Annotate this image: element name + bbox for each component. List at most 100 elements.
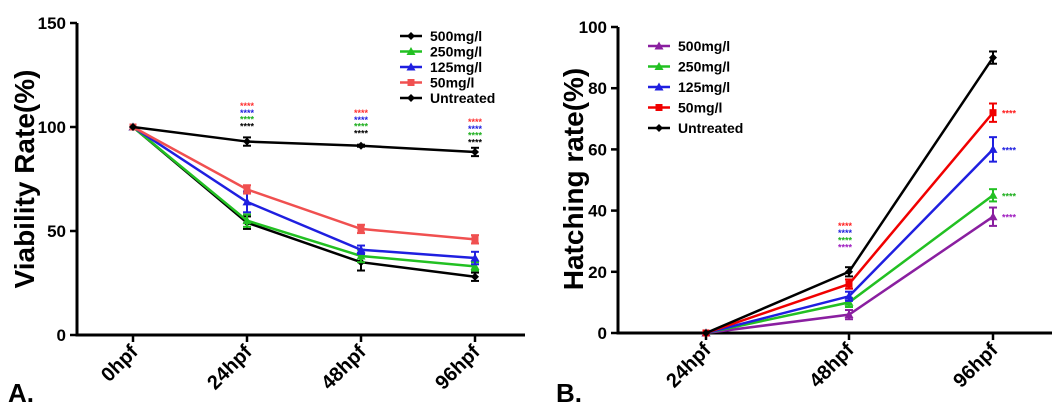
data-point-b [845,267,853,276]
data-point-b [702,329,710,337]
significance-stars-a: **** [354,122,369,132]
significance-stars-a: **** [354,128,369,138]
legend-label-b: 50mg/l [678,100,722,116]
significance-stars-a: **** [354,115,369,125]
series-line-a [132,126,476,268]
x-tick-label-a: 24hpf [203,341,257,395]
data-point-a [243,185,251,193]
legend-marker-b [655,124,663,132]
x-tick-label-a: 0hpf [97,341,143,387]
legend-b: 500mg/l 250mg/l 125mg/l 50mg/l Untreated [648,38,743,136]
legend-marker-b [655,104,663,111]
legend-marker-a [407,32,415,40]
significance-stars-b-end: **** [1002,109,1017,119]
y-tick-label-b: 0 [598,324,607,343]
data-point-a [129,123,137,131]
series-b-4 [702,50,997,337]
data-point-a [242,197,252,206]
significance-stars-b-end: **** [1002,145,1017,155]
data-point-a [357,225,365,233]
data-point-b [988,144,998,153]
data-point-b [989,53,997,62]
legend-marker-b [654,62,664,70]
significance-stars-b: **** [838,221,853,231]
data-point-b [988,190,998,199]
legend-marker-a [407,79,415,86]
significance-stars-a: **** [240,115,255,125]
data-point-a [357,141,365,150]
legend-label-a: 250mg/l [430,44,482,60]
legend-marker-a [406,47,416,55]
data-point-a [356,251,366,260]
data-point-a [242,216,252,225]
y-tick-label-a: 100 [38,118,66,137]
y-tick-label-b: 60 [588,140,607,159]
legend-label-a: 500mg/l [430,28,482,44]
significance-stars-a: **** [468,131,483,141]
y-tick-label-b: 40 [588,202,607,221]
legend-label-b: 125mg/l [678,79,730,95]
series-line-a [132,125,476,241]
y-tick-label-b: 100 [579,18,607,37]
significance-stars-a: **** [468,117,483,127]
chart-panel-a: 0 50 100 150 0hpf 24hpf 48hpf 96hpf Viability Ra… [8,14,525,408]
legend-marker-a [406,62,416,71]
y-tick-label-a: 0 [57,326,66,345]
data-point-b [844,291,854,300]
significance-stars-b: **** [838,243,853,253]
data-point-b [844,297,854,306]
legend-label-a: 125mg/l [430,59,482,75]
data-point-a [471,235,479,243]
data-point-a [471,272,479,281]
panel-label-a: A. [8,378,34,408]
series-b-3 [702,102,997,337]
series-line-a [132,125,476,154]
y-tick-label-a: 150 [38,14,66,33]
data-point-a [356,245,366,254]
legend-label-b: 250mg/l [678,59,730,75]
legend-marker-b [654,82,664,91]
significance-stars-b: **** [838,235,853,245]
legend-marker-b [654,41,664,50]
significance-stars-a: **** [240,101,255,111]
significance-stars-a: **** [468,124,483,134]
y-tick-label-a: 50 [47,222,66,241]
panel-label-b: B. [556,378,582,408]
series-b-2 [701,136,998,337]
significance-stars-b-end: **** [1002,191,1017,201]
y-tick-label-b: 20 [588,263,607,282]
x-tick-label-a: 96hpf [431,341,485,395]
data-point-a [470,253,480,262]
significance-stars-a: **** [240,108,255,118]
legend-label-b: Untreated [678,120,743,136]
data-point-a [470,261,480,270]
legend-label-b: 500mg/l [678,38,730,54]
y-axis-title-a: Viability Rate(%) [9,70,40,289]
series-line-a [132,125,476,260]
data-point-a [243,137,251,146]
significance-stars-b: **** [838,228,853,238]
chart-panel-b: 0 20 40 60 80 100 24hpf 48hpf 96hpf Hatching rate… [556,18,1052,408]
y-axis-title-b: Hatching rate(%) [558,68,589,290]
series-a-4 [129,123,479,158]
x-tick-label-a: 48hpf [317,341,371,395]
significance-stars-a: **** [354,108,369,118]
x-tick-label-b: 96hpf [949,339,1003,393]
data-point-b [844,310,854,319]
significance-stars-a: **** [468,137,483,147]
series-a-0 [129,123,479,282]
x-tick-label-b: 24hpf [662,339,716,393]
significance-stars-b-end: **** [1002,213,1017,223]
significance-stars-a: **** [240,121,255,131]
legend-marker-a [407,94,415,102]
legend-label-a: Untreated [430,90,495,106]
data-point-b [845,280,853,288]
x-tick-label-b: 48hpf [805,339,859,393]
y-tick-label-b: 80 [588,79,607,98]
legend-label-a: 50mg/l [430,75,474,91]
data-point-a [471,147,479,156]
data-point-b [989,109,997,117]
data-point-b [988,212,998,221]
